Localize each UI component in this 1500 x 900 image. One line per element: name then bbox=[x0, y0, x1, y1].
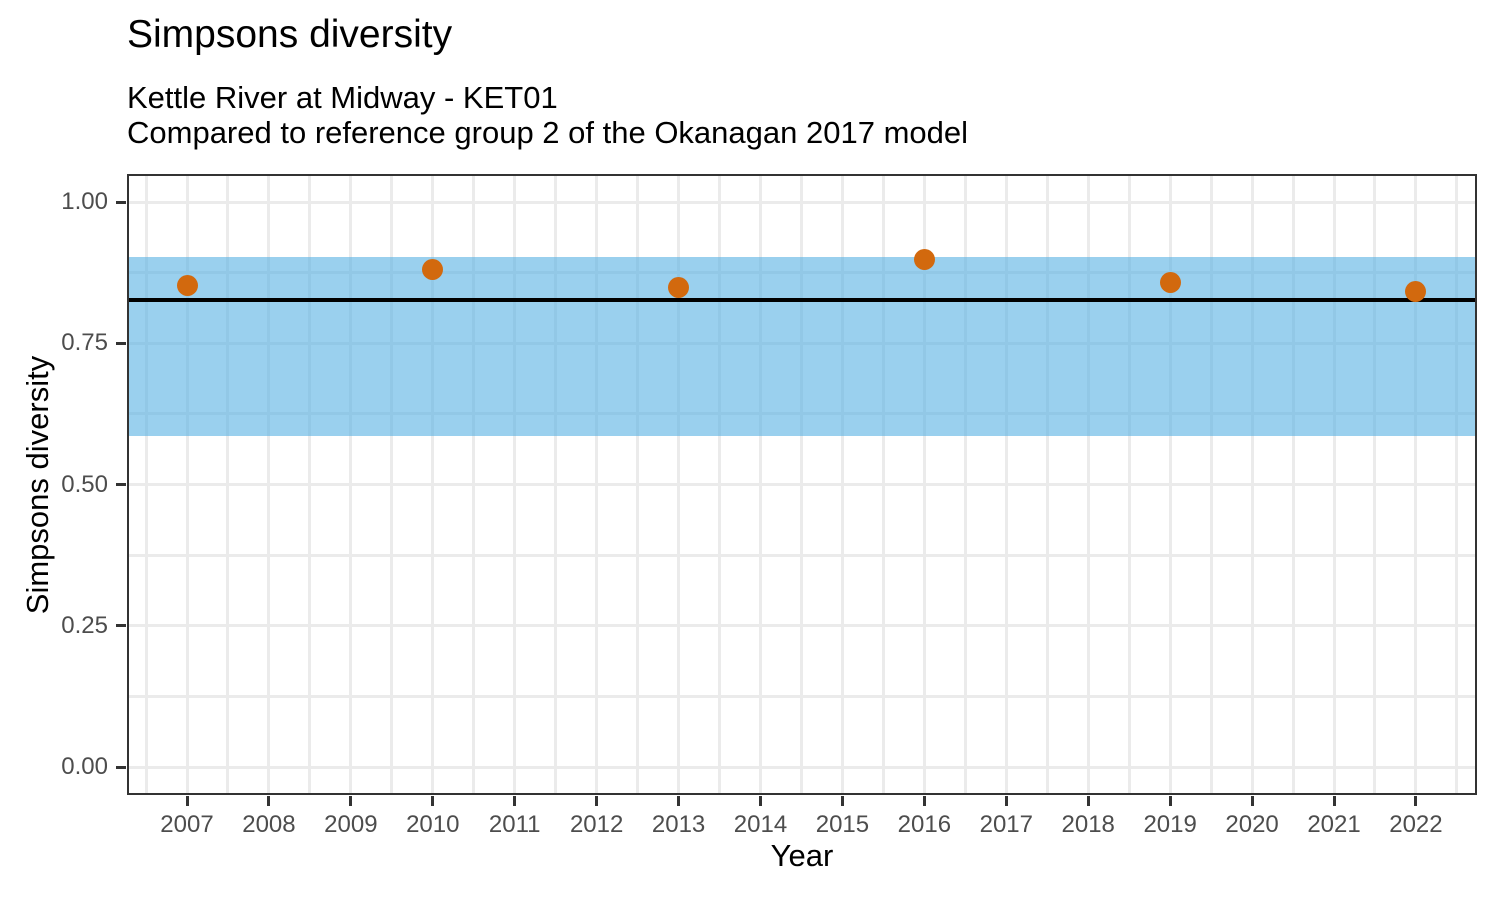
data-point-2013 bbox=[668, 277, 690, 299]
data-point-2010 bbox=[422, 258, 444, 280]
major-gridline-h bbox=[127, 624, 1477, 628]
x-tick-label: 2014 bbox=[733, 811, 788, 838]
major-gridline-h bbox=[127, 483, 1477, 486]
data-point-2016 bbox=[913, 248, 935, 270]
data-point-2007 bbox=[176, 275, 198, 297]
x-tick-mark bbox=[1168, 796, 1172, 806]
y-tick-label: 0.00 bbox=[61, 753, 108, 780]
x-tick-label: 2009 bbox=[324, 811, 378, 838]
data-point-2022 bbox=[1405, 281, 1427, 303]
y-tick-mark bbox=[116, 341, 126, 345]
x-tick-label: 2010 bbox=[406, 811, 460, 838]
reference-band bbox=[127, 256, 1477, 437]
x-tick-label: 2022 bbox=[1389, 811, 1443, 838]
y-tick-mark bbox=[116, 200, 126, 204]
reference-line bbox=[127, 297, 1477, 302]
x-tick-mark bbox=[349, 796, 353, 806]
chart-subtitle-line-2: Compared to reference group 2 of the Oka… bbox=[127, 115, 968, 150]
x-tick-label: 2007 bbox=[160, 811, 214, 838]
x-axis-title: Year bbox=[770, 838, 834, 873]
x-tick-mark bbox=[759, 796, 762, 806]
major-gridline-h bbox=[127, 765, 1477, 769]
x-tick-label: 2017 bbox=[979, 811, 1033, 838]
y-tick-label: 0.50 bbox=[61, 470, 108, 498]
x-tick-label: 2019 bbox=[1143, 811, 1197, 838]
x-tick-mark bbox=[1414, 796, 1418, 806]
y-tick-label: 1.00 bbox=[61, 188, 108, 215]
x-tick-mark bbox=[1250, 796, 1254, 806]
major-gridline-h bbox=[127, 200, 1477, 204]
x-tick-mark bbox=[185, 796, 189, 806]
x-tick-mark bbox=[677, 796, 681, 806]
x-tick-mark bbox=[922, 796, 926, 806]
minor-gridline-h bbox=[127, 694, 1477, 698]
y-tick-mark bbox=[116, 765, 126, 769]
x-tick-label: 2012 bbox=[569, 811, 624, 838]
x-tick-mark bbox=[595, 796, 599, 806]
x-tick-mark bbox=[431, 796, 435, 806]
x-tick-label: 2021 bbox=[1307, 811, 1361, 838]
chart-subtitle: Kettle River at Midway - KET01 Compared … bbox=[127, 80, 968, 150]
y-tick-mark bbox=[116, 624, 126, 628]
x-tick-mark bbox=[1086, 796, 1090, 806]
x-tick-label: 2011 bbox=[488, 811, 541, 838]
y-tick-label: 0.25 bbox=[61, 611, 108, 639]
chart-title: Simpsons diversity bbox=[127, 13, 453, 56]
minor-gridline-h bbox=[127, 553, 1477, 557]
x-tick-label: 2018 bbox=[1061, 811, 1115, 838]
x-tick-label: 2015 bbox=[815, 811, 870, 838]
x-tick-mark bbox=[513, 796, 517, 806]
x-tick-label: 2016 bbox=[897, 811, 952, 838]
y-axis-title: Simpsons diversity bbox=[20, 355, 55, 614]
x-tick-mark bbox=[840, 796, 844, 806]
x-tick-mark bbox=[1004, 796, 1008, 806]
y-tick-mark bbox=[116, 483, 126, 486]
x-tick-mark bbox=[1332, 796, 1336, 806]
x-tick-mark bbox=[267, 796, 271, 806]
y-tick-label: 0.75 bbox=[61, 329, 108, 357]
chart-subtitle-line-1: Kettle River at Midway - KET01 bbox=[127, 80, 558, 115]
x-tick-label: 2020 bbox=[1225, 811, 1279, 838]
data-point-2019 bbox=[1159, 271, 1181, 293]
x-tick-label: 2008 bbox=[242, 811, 296, 838]
plot-panel bbox=[127, 174, 1477, 795]
x-tick-label: 2013 bbox=[651, 811, 706, 838]
